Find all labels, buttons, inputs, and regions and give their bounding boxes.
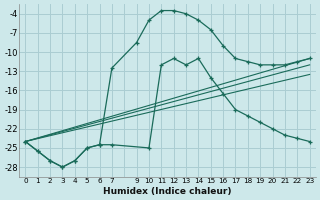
X-axis label: Humidex (Indice chaleur): Humidex (Indice chaleur) (103, 187, 232, 196)
